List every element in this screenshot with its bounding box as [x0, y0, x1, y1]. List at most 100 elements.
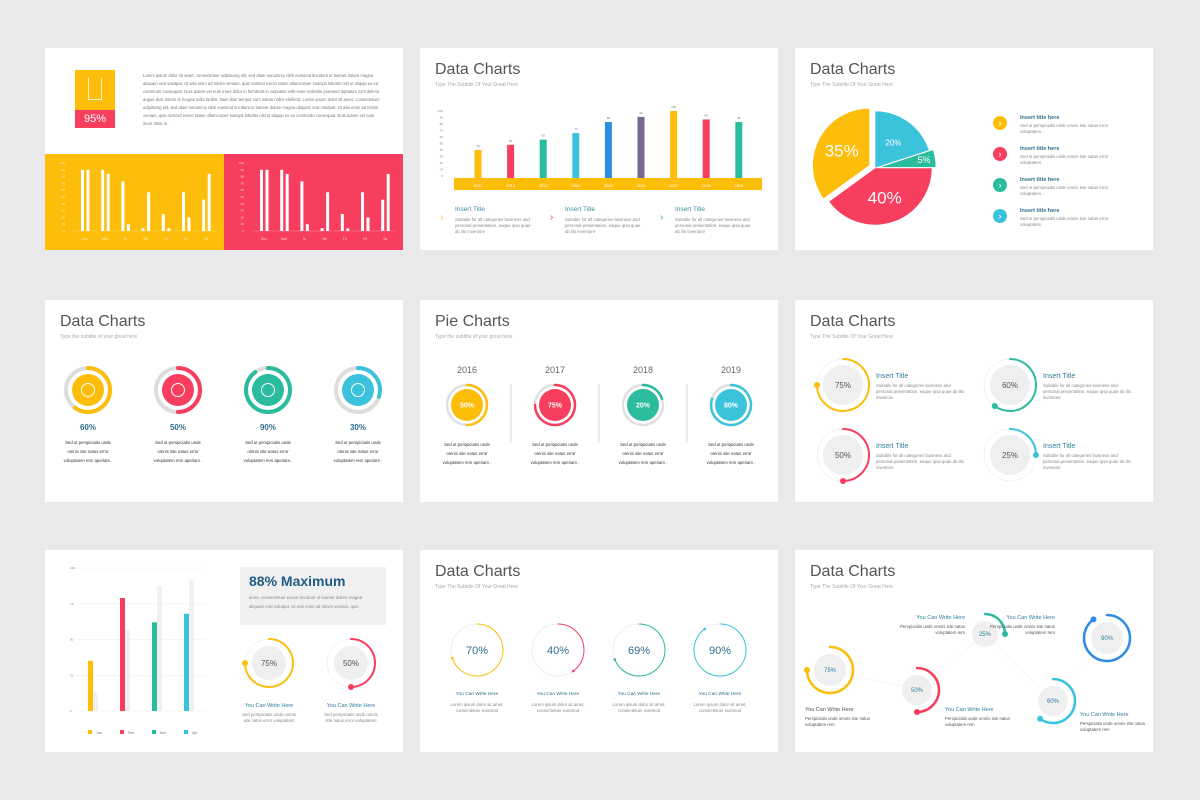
item-text: Sed ut perspiciatis unde omnis iste natu… [153, 440, 203, 463]
yellow-panel [45, 154, 224, 250]
data-label: 85 [737, 116, 741, 120]
progress-ring [244, 366, 292, 414]
item-text: Lorem ipsum dolor sit amet, consectetuer… [693, 702, 747, 713]
ring-center [990, 435, 1030, 475]
progress-arc [1029, 677, 1077, 725]
item-text: Lorem ipsum dolor sit amet, consectetuer… [531, 702, 585, 713]
bar [381, 199, 385, 231]
y-tick: 10 [241, 222, 245, 226]
y-tick: 100 [70, 566, 75, 570]
pie-slice [828, 167, 933, 226]
slide-title: Data Charts [435, 61, 521, 78]
item-text: Suitable for all categories business and… [675, 217, 751, 234]
data-label: 40 [476, 144, 480, 148]
percent-label: 20% [636, 403, 651, 410]
slide-4[interactable]: Data Charts Type the subtitle of your gre… [45, 300, 403, 502]
ring-center [1038, 686, 1068, 716]
bar [386, 173, 390, 231]
item-text: Perspiciatis unde omnis iste natus volup… [990, 624, 1055, 635]
yearly-bar-chart: 0 10 20 30 40 50 60 70 80 90 100 40 2011 50 2012 60 2013… [438, 105, 762, 190]
red-panel [224, 154, 403, 250]
slide-1[interactable]: 95% Lorem ipsum dolor sit amet, consectet… [45, 48, 403, 250]
slide-9[interactable]: 75% 50% 25% 60% 90% Data Charts Type The Subti… [795, 550, 1153, 752]
bar [265, 169, 269, 231]
item-title: You Can Write Here [698, 692, 742, 697]
percent-label: 25% [979, 632, 992, 638]
x-tick: 2011 [474, 183, 483, 188]
bar [300, 181, 304, 231]
progress-dot [804, 667, 810, 673]
slide-5[interactable]: 50% 75% 20% 80% Pie Charts Type the subtitle … [420, 300, 778, 502]
y-tick: 80 [440, 122, 444, 126]
svg-text:›: › [999, 180, 1002, 190]
bar [88, 660, 93, 711]
slide-8[interactable]: 70% 40% 69% 90% Data Charts Type The Subtitle… [420, 550, 778, 752]
progress-ring [533, 383, 577, 427]
progress-dot [991, 403, 998, 410]
y-tick: 100 [239, 161, 244, 165]
progress-dot [1090, 616, 1097, 623]
item-title: You Can Write Here [536, 692, 580, 697]
headline-box [240, 567, 386, 625]
progress-dot [348, 684, 354, 690]
y-tick: 50 [440, 142, 444, 146]
y-tick: 80 [62, 175, 66, 179]
progress-dot [1002, 631, 1008, 637]
percent-badge: 95% [75, 110, 115, 128]
bar [152, 622, 157, 711]
slice-label: 5% [917, 155, 930, 165]
y-tick: 10 [62, 222, 66, 226]
connector-line [829, 633, 1108, 702]
y-tick: 70 [62, 181, 66, 185]
item-text: Sed ut perspiciatis unde omnis iste natu… [1020, 185, 1109, 196]
y-tick: 30 [62, 209, 66, 213]
percent-label: 50% [460, 403, 475, 410]
percent-label: 60% [1002, 381, 1018, 390]
y-tick: 70 [241, 181, 245, 185]
bar [702, 119, 710, 178]
bar [366, 217, 370, 231]
brain-gear-icon [81, 383, 95, 397]
slide-6[interactable]: 75% 60% 50% 25% Data Charts Type The Subtitle… [795, 300, 1153, 502]
ring-center [1091, 622, 1123, 654]
x-tick: Sa [204, 237, 208, 241]
x-tick: 2016 [637, 183, 647, 188]
y-tick: 20 [440, 161, 444, 165]
item-text: Suitable for all categories business and… [565, 217, 641, 234]
y-tick: 0 [70, 709, 72, 713]
slide-title: Data Charts [810, 313, 896, 330]
slide-subtitle: Type the subtitle of your great here [60, 334, 138, 340]
percent-label: 80% [724, 403, 739, 410]
bar [81, 169, 84, 231]
item-text: Sed ut perspiciatis unde omnis iste natu… [63, 440, 113, 463]
ring-center [972, 621, 998, 647]
slide-3[interactable]: Data Charts Type The Subtitle Of Your Gre… [795, 48, 1153, 250]
tower-icon [88, 78, 102, 100]
year-rings: 50% 75% 20% 80% [445, 383, 753, 443]
x-tick: 2012 [506, 183, 516, 188]
legend-swatch [88, 730, 92, 734]
percent-label: 69% [628, 645, 650, 657]
bar [670, 111, 678, 178]
progress-ring [64, 366, 112, 414]
item-text: Perspiciatis unde omnis iste natus volup… [1080, 721, 1145, 732]
svg-text:›: › [999, 118, 1002, 128]
bar [326, 192, 330, 231]
progress-rings: 75% 60% 50% 25% [814, 358, 1039, 484]
ring-center [990, 365, 1030, 405]
bar [126, 224, 130, 231]
item-title: Insert Title [876, 443, 909, 450]
ghost-bar [157, 586, 162, 711]
slide-7[interactable]: 0 25 50 75 100 Jan Feb Mar Apr 75% 50% 88% Maximum a… [45, 550, 403, 752]
slide-2[interactable]: Data Charts Type The Subtitle Of Your Gre… [420, 48, 778, 250]
legend-swatch [120, 730, 124, 734]
bar [121, 181, 125, 231]
item-title: You Can Write Here [1006, 615, 1055, 621]
x-tick: We [322, 237, 327, 241]
chevron-right-icon: › [660, 212, 664, 223]
item-text: Lorem ipsum dolor sit amet, consectetuer… [450, 702, 504, 713]
y-tick: 100 [60, 161, 65, 165]
ring-center [627, 389, 659, 421]
y-tick: 40 [62, 202, 66, 206]
item-text: Perspiciatis unde omnis iste natus volup… [805, 716, 870, 727]
